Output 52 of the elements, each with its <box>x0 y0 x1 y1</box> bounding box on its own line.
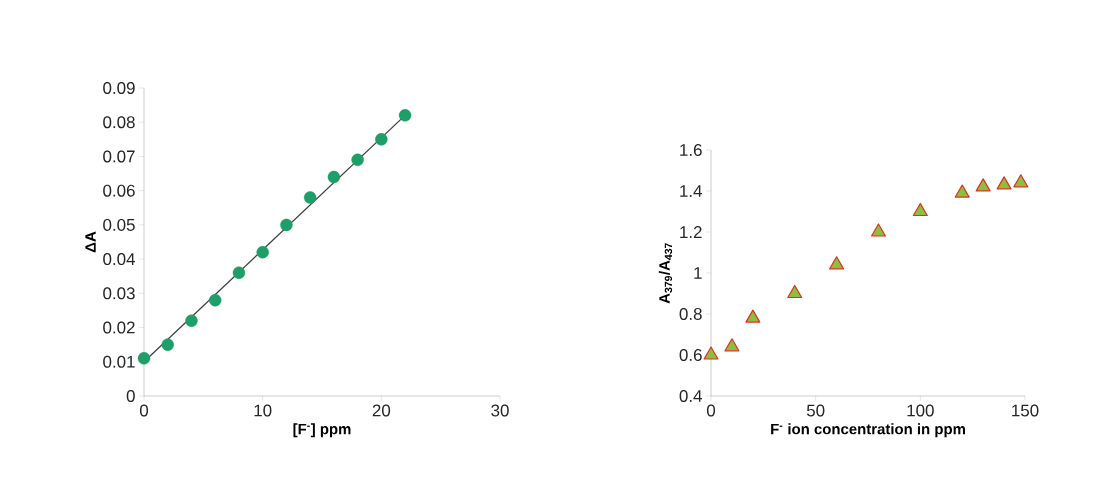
y-tick-label: 1.6 <box>680 143 702 156</box>
point <box>870 223 887 237</box>
point <box>954 184 970 198</box>
point <box>161 338 174 351</box>
y-tick-label: 0.06 <box>103 184 135 197</box>
point <box>137 352 151 365</box>
x-tick-label: 10 <box>254 404 272 417</box>
x-tick-label: 50 <box>806 404 825 417</box>
x-axis-title: F$^{-}$ ion concentration in ppm <box>771 423 965 438</box>
y-tick-label: 1 <box>694 267 702 279</box>
y-tick-label: 0.4 <box>679 389 702 402</box>
y-tick-label: 0.02 <box>103 321 135 334</box>
x-tick-label: 20 <box>372 404 391 417</box>
x-tick-label: 0 <box>706 404 716 417</box>
point <box>232 266 246 279</box>
y-tick-label: 0.05 <box>103 218 135 231</box>
point <box>787 284 803 299</box>
point <box>327 170 341 184</box>
y-axis-title: ΔA <box>85 231 96 253</box>
point <box>724 338 740 352</box>
x-tick-label: 100 <box>907 404 934 417</box>
x-axis-title: [F$^{-}$] ppm <box>293 423 351 438</box>
point <box>351 153 364 167</box>
point <box>829 256 845 270</box>
y-tick-label: 0.07 <box>103 150 135 163</box>
y-tick-label: 0.03 <box>103 287 135 300</box>
point <box>1013 174 1029 188</box>
y-tick-label: 1.2 <box>680 226 702 238</box>
point <box>912 202 928 217</box>
point <box>303 191 317 204</box>
y-tick-label: 0.09 <box>103 82 135 94</box>
y-tick-label: 0.8 <box>679 307 702 320</box>
point <box>256 246 269 259</box>
point <box>975 178 991 192</box>
point <box>703 346 719 360</box>
x-tick-label: 150 <box>1012 404 1039 417</box>
y-tick-label: 0.08 <box>103 116 135 129</box>
y-axis-title: A$_{379}$/A$_{437}$ <box>658 243 673 304</box>
point <box>398 109 412 122</box>
point <box>996 176 1012 190</box>
point <box>280 218 293 232</box>
x-tick-label: 0 <box>139 404 149 417</box>
y-tick-label: 0 <box>126 389 135 402</box>
point <box>209 293 222 307</box>
point <box>745 309 761 323</box>
point <box>185 314 198 327</box>
point <box>375 133 388 146</box>
y-tick-label: 0.04 <box>103 253 135 266</box>
y-tick-label: 0.01 <box>103 355 135 368</box>
x-tick-label: 30 <box>491 404 509 417</box>
y-tick-label: 1.4 <box>680 185 702 197</box>
y-tick-label: 0.6 <box>679 348 702 361</box>
